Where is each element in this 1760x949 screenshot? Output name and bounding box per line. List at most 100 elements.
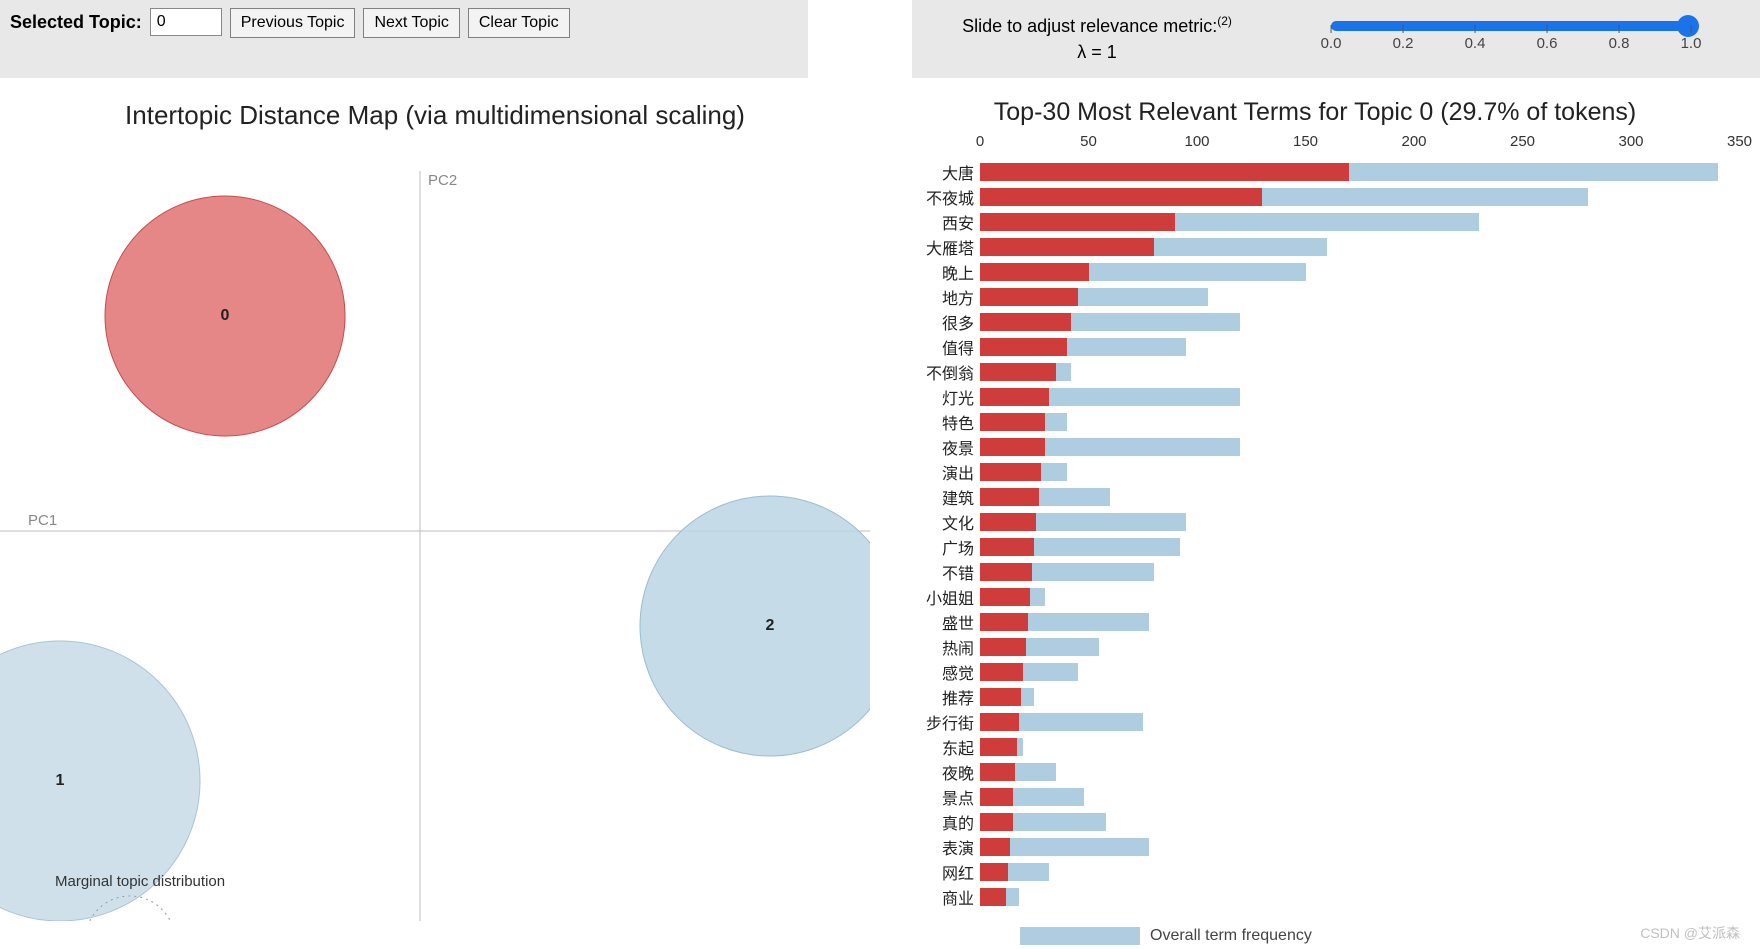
next-topic-button[interactable]: Next Topic: [363, 8, 459, 38]
slider-thumb[interactable]: [1677, 15, 1699, 37]
term-label: 夜晚: [910, 760, 980, 784]
term-row[interactable]: 演出: [910, 459, 1760, 484]
selected-topic-label: Selected Topic:: [10, 12, 142, 33]
x-tick: 250: [1510, 133, 1535, 150]
term-row[interactable]: 文化: [910, 509, 1760, 534]
term-row[interactable]: 热闹: [910, 634, 1760, 659]
topic-circle-label: 1: [56, 772, 65, 789]
bar-topic: [980, 388, 1049, 406]
term-row[interactable]: 大唐: [910, 159, 1760, 184]
x-tick: 100: [1184, 133, 1209, 150]
bar-topic: [980, 513, 1036, 531]
bar-cell: [980, 488, 1740, 506]
term-row[interactable]: 小姐姐: [910, 584, 1760, 609]
term-label: 不错: [910, 560, 980, 584]
bar-cell: [980, 588, 1740, 606]
term-row[interactable]: 步行街: [910, 709, 1760, 734]
term-row[interactable]: 不夜城: [910, 184, 1760, 209]
bar-cell: [980, 188, 1740, 206]
bar-topic: [980, 188, 1262, 206]
bar-cell: [980, 313, 1740, 331]
term-row[interactable]: 西安: [910, 209, 1760, 234]
bar-cell: [980, 838, 1740, 856]
term-label: 地方: [910, 285, 980, 309]
term-label: 大雁塔: [910, 235, 980, 259]
slider-tick: 0.0: [1321, 35, 1342, 52]
bar-topic: [980, 438, 1045, 456]
bar-cell: [980, 213, 1740, 231]
slider-track[interactable]: [1331, 21, 1691, 31]
slider-tick: 0.4: [1465, 35, 1486, 52]
term-row[interactable]: 夜晚: [910, 759, 1760, 784]
intertopic-title: Intertopic Distance Map (via multidimens…: [0, 100, 870, 131]
bar-topic: [980, 163, 1349, 181]
term-label: 西安: [910, 210, 980, 234]
term-row[interactable]: 地方: [910, 284, 1760, 309]
controls-left-panel: Selected Topic: Previous Topic Next Topi…: [0, 0, 808, 78]
term-row[interactable]: 网红: [910, 859, 1760, 884]
bar-topic: [980, 238, 1154, 256]
term-label: 东起: [910, 735, 980, 759]
intertopic-panel: Intertopic Distance Map (via multidimens…: [0, 78, 870, 948]
term-row[interactable]: 广场: [910, 534, 1760, 559]
bar-topic: [980, 588, 1030, 606]
bar-topic: [980, 863, 1008, 881]
bar-cell: [980, 663, 1740, 681]
topic-circle-label: 0: [221, 307, 230, 324]
term-row[interactable]: 值得: [910, 334, 1760, 359]
bar-cell: [980, 863, 1740, 881]
bar-cell: [980, 388, 1740, 406]
term-label: 盛世: [910, 610, 980, 634]
term-row[interactable]: 不倒翁: [910, 359, 1760, 384]
bar-cell: [980, 338, 1740, 356]
term-row[interactable]: 不错: [910, 559, 1760, 584]
term-label: 步行街: [910, 710, 980, 734]
term-label: 晚上: [910, 260, 980, 284]
bar-topic: [980, 663, 1023, 681]
term-label: 大唐: [910, 160, 980, 184]
selected-topic-input[interactable]: [150, 8, 222, 36]
term-row[interactable]: 晚上: [910, 259, 1760, 284]
term-row[interactable]: 景点: [910, 784, 1760, 809]
bar-cell: [980, 513, 1740, 531]
term-row[interactable]: 表演: [910, 834, 1760, 859]
bar-cell: [980, 613, 1740, 631]
slider-label: Slide to adjust relevance metric:: [962, 16, 1217, 36]
bar-topic: [980, 413, 1045, 431]
bar-cell: [980, 788, 1740, 806]
bar-topic: [980, 563, 1032, 581]
term-row[interactable]: 东起: [910, 734, 1760, 759]
x-tick: 200: [1401, 133, 1426, 150]
term-row[interactable]: 建筑: [910, 484, 1760, 509]
slider-ticks: 0.00.20.40.60.81.0: [1331, 35, 1691, 65]
term-row[interactable]: 特色: [910, 409, 1760, 434]
topic-circle-2[interactable]: [640, 496, 870, 756]
term-label: 感觉: [910, 660, 980, 684]
bar-cell: [980, 163, 1740, 181]
x-tick: 150: [1293, 133, 1318, 150]
previous-topic-button[interactable]: Previous Topic: [230, 8, 356, 38]
term-row[interactable]: 真的: [910, 809, 1760, 834]
bar-cell: [980, 413, 1740, 431]
term-row[interactable]: 灯光: [910, 384, 1760, 409]
term-row[interactable]: 盛世: [910, 609, 1760, 634]
bar-topic: [980, 788, 1013, 806]
slider-label-box: Slide to adjust relevance metric:(2) λ =…: [912, 13, 1282, 64]
lambda-slider[interactable]: 0.00.20.40.60.81.0: [1282, 13, 1760, 65]
bar-cell: [980, 288, 1740, 306]
term-row[interactable]: 感觉: [910, 659, 1760, 684]
term-label: 小姐姐: [910, 585, 980, 609]
term-row[interactable]: 很多: [910, 309, 1760, 334]
term-row[interactable]: 大雁塔: [910, 234, 1760, 259]
term-row[interactable]: 推荐: [910, 684, 1760, 709]
term-row[interactable]: 商业: [910, 884, 1760, 909]
bar-topic: [980, 338, 1067, 356]
x-tick: 300: [1618, 133, 1643, 150]
bar-topic: [980, 613, 1028, 631]
term-row[interactable]: 夜景: [910, 434, 1760, 459]
bar-cell: [980, 713, 1740, 731]
x-tick: 50: [1080, 133, 1097, 150]
clear-topic-button[interactable]: Clear Topic: [468, 8, 570, 38]
bar-cell: [980, 563, 1740, 581]
legend-swatch-overall: [1020, 927, 1140, 945]
